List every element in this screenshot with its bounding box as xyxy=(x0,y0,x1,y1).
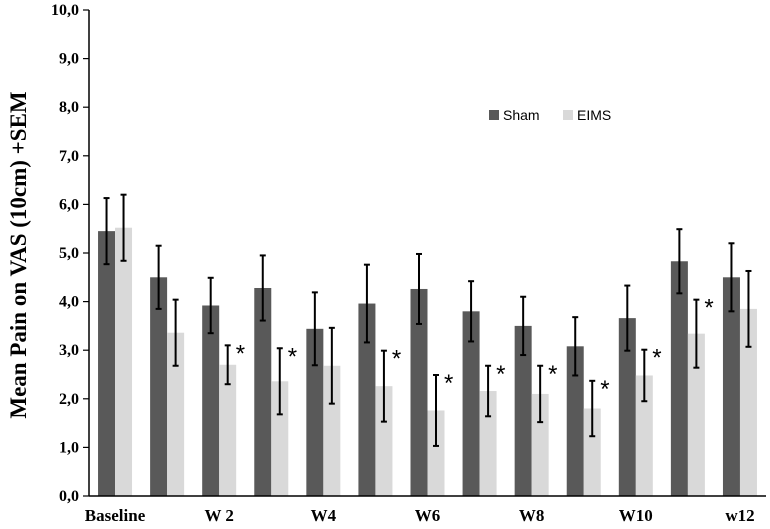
significance-star: * xyxy=(236,340,245,367)
significance-star: * xyxy=(288,343,297,370)
x-tick-label: w12 xyxy=(725,506,754,525)
legend-label-eims: EIMS xyxy=(577,107,611,123)
legend: Sham EIMS xyxy=(489,107,611,123)
y-tick-label: 2,0 xyxy=(59,391,79,408)
x-tick-label: W6 xyxy=(415,506,441,525)
y-tick-label: 0,0 xyxy=(59,488,79,505)
significance-star: * xyxy=(444,370,453,397)
y-axis-title-group: Mean Pain on VAS (10cm) +SEM xyxy=(6,91,31,419)
y-tick-label: 6,0 xyxy=(59,196,79,213)
significance-star: * xyxy=(652,345,661,372)
legend-swatch-sham xyxy=(489,110,499,120)
x-tick-label: Baseline xyxy=(85,506,146,525)
y-tick-label: 9,0 xyxy=(59,51,79,68)
significance-star: * xyxy=(600,376,609,403)
x-tick-label: W 2 xyxy=(204,506,233,525)
significance-star: * xyxy=(496,361,505,388)
y-tick-label: 4,0 xyxy=(59,294,79,311)
y-axis-ticks: 0,0 1,0 2,0 3,0 4,0 5,0 6,0 7,0 8,0 9,0 10,0 xyxy=(51,2,89,505)
legend-label-sham: Sham xyxy=(503,107,540,123)
bar-sham-11 xyxy=(671,261,688,496)
y-axis-title: Mean Pain on VAS (10cm) +SEM xyxy=(6,91,31,419)
significance-star: * xyxy=(392,346,401,373)
bar-sham-0 xyxy=(98,231,115,496)
x-tick-label: W10 xyxy=(619,506,653,525)
significance-star: * xyxy=(704,295,713,322)
y-tick-label: 3,0 xyxy=(59,342,79,359)
x-tick-label: W4 xyxy=(311,506,337,525)
y-tick-label: 1,0 xyxy=(59,439,79,456)
x-axis-labels: Baseline W 2 W4 W6 W8 W10 w12 xyxy=(85,506,755,525)
bar-sham-1 xyxy=(150,277,167,496)
bar-eims-0 xyxy=(115,228,132,496)
y-tick-label: 7,0 xyxy=(59,148,79,165)
x-tick-label: W8 xyxy=(519,506,545,525)
y-tick-label: 8,0 xyxy=(59,99,79,116)
y-tick-label: 5,0 xyxy=(59,245,79,262)
y-tick-label: 10,0 xyxy=(51,2,79,19)
significance-star: * xyxy=(548,361,557,388)
legend-swatch-eims xyxy=(563,110,573,120)
